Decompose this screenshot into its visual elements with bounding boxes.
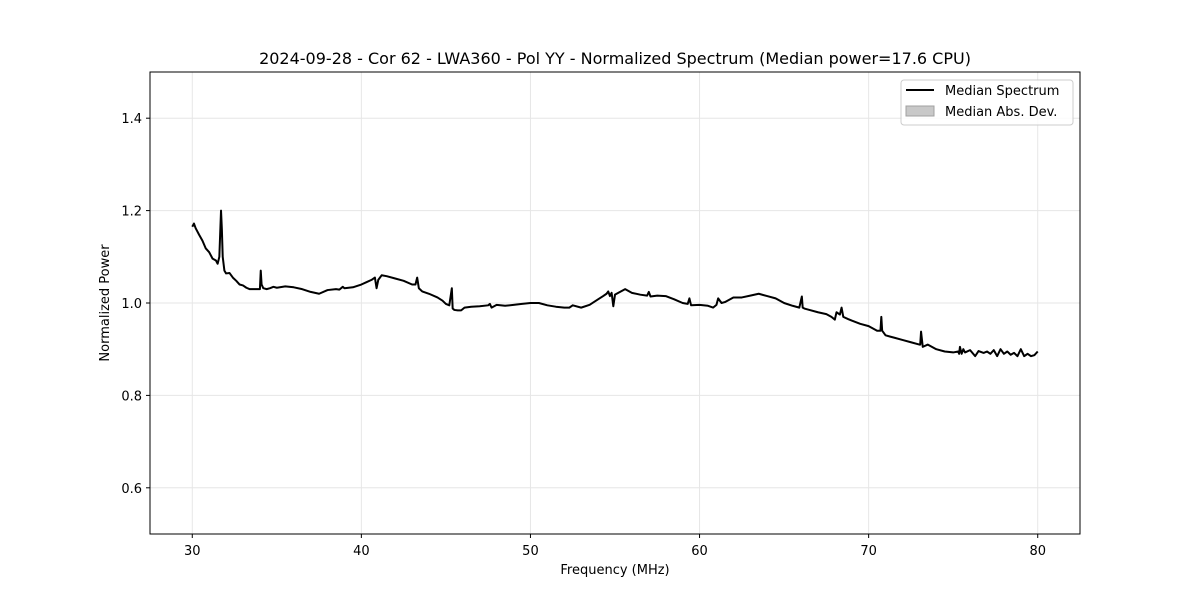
x-tick-label: 40 — [353, 544, 370, 559]
x-tick-label: 30 — [184, 544, 201, 559]
grid — [150, 72, 1080, 534]
y-tick-label: 1.4 — [121, 112, 142, 127]
y-tick-label: 1.2 — [121, 205, 142, 220]
chart-title: 2024-09-28 - Cor 62 - LWA360 - Pol YY - … — [259, 49, 971, 68]
series-line-median-spectrum — [191, 209, 1039, 358]
legend: Median Spectrum Median Abs. Dev. — [900, 79, 1074, 126]
x-tick-label: 70 — [860, 544, 877, 559]
legend-median-spectrum-label: Median Spectrum — [945, 84, 1059, 99]
legend-mad-swatch — [905, 105, 935, 117]
x-tick-label: 60 — [691, 544, 708, 559]
y-tick-label: 0.8 — [121, 389, 142, 404]
x-tick-label: 50 — [522, 544, 539, 559]
y-tick-label: 1.0 — [121, 297, 142, 312]
y-tick-label: 0.6 — [121, 482, 142, 497]
y-axis-label: Normalized Power — [98, 244, 113, 362]
x-tick-label: 80 — [1029, 544, 1046, 559]
plot-area — [191, 209, 1039, 358]
axis-ticks: 30 40 50 60 70 80 0.6 0.8 1.0 1.2 1.4 — [121, 112, 1046, 559]
legend-mad-label: Median Abs. Dev. — [945, 105, 1057, 120]
x-axis-label: Frequency (MHz) — [560, 563, 669, 578]
legend-box — [900, 79, 1074, 126]
axes-frame — [149, 71, 1081, 535]
